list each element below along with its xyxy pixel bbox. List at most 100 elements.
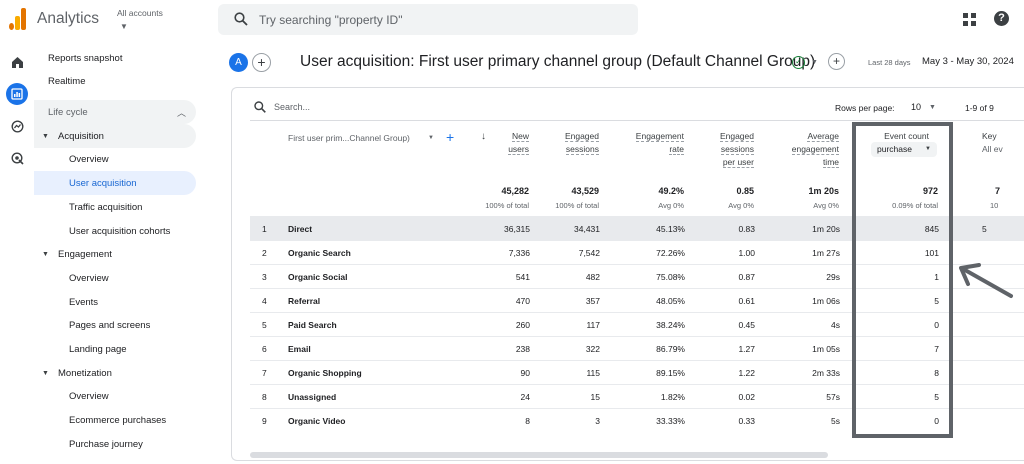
- nav-acquisition-overview[interactable]: Overview: [69, 153, 109, 165]
- nav-events[interactable]: Events: [69, 296, 99, 308]
- table-row[interactable]: 6 Email 238 322 86.79% 1.27 1m 05s 7: [250, 336, 1024, 360]
- row-index: 4: [262, 296, 267, 306]
- date-preset-label[interactable]: Last 28 days: [868, 58, 911, 67]
- home-icon[interactable]: [6, 51, 28, 73]
- event-count-highlight-box: [852, 122, 953, 438]
- col-avg-engagement-time[interactable]: Average engagement time: [791, 130, 839, 169]
- row-channel-name[interactable]: Direct: [288, 224, 313, 234]
- cell-engagement-rate: 75.08%: [656, 272, 685, 282]
- cell-engaged-sessions: 117: [586, 320, 600, 330]
- total-engaged-per-user: 0.85: [736, 186, 754, 196]
- col-label: sessions: [720, 144, 754, 155]
- cell-event-count: 101: [924, 248, 939, 258]
- table-row[interactable]: 8 Unassigned 24 15 1.82% 0.02 57s 5: [250, 384, 1024, 408]
- help-icon[interactable]: ?: [994, 11, 1009, 26]
- rows-per-page-label: Rows per page:: [835, 103, 895, 113]
- comparison-avatar[interactable]: A: [229, 53, 248, 72]
- analytics-logo-icon[interactable]: [9, 8, 27, 30]
- nav-pages-and-screens[interactable]: Pages and screens: [69, 319, 151, 331]
- horizontal-scrollbar[interactable]: [250, 452, 828, 458]
- check-circle-icon[interactable]: ✓: [792, 56, 805, 69]
- total-sub-new-users: 100% of total: [485, 201, 529, 210]
- row-channel-name[interactable]: Organic Video: [288, 416, 346, 426]
- nav-user-acquisition[interactable]: User acquisition: [34, 171, 196, 195]
- row-channel-name[interactable]: Email: [288, 344, 311, 354]
- row-channel-name[interactable]: Referral: [288, 296, 321, 306]
- nav-traffic-acquisition[interactable]: Traffic acquisition: [69, 201, 143, 213]
- table-row[interactable]: 9 Organic Video 8 3 33.33% 0.33 5s 0: [250, 408, 1024, 432]
- sort-arrow-down-icon[interactable]: ↓: [481, 131, 486, 142]
- col-engagement-rate[interactable]: Engagement rate: [635, 130, 684, 156]
- nav-landing-page[interactable]: Landing page: [69, 343, 127, 355]
- col-label: Engagement: [635, 131, 684, 142]
- cell-engagement-rate: 72.26%: [656, 248, 685, 258]
- apps-grid-icon[interactable]: [963, 13, 976, 26]
- global-search-input[interactable]: Try searching "property ID": [218, 4, 638, 35]
- advertising-icon[interactable]: [6, 147, 28, 169]
- chevron-up-icon[interactable]: ︿: [176, 107, 186, 118]
- nav-acquisition[interactable]: ▼ Acquisition: [34, 124, 196, 148]
- pointer-arrow-icon: [959, 263, 1013, 298]
- explore-icon[interactable]: [6, 115, 28, 137]
- col-label: rate: [669, 144, 684, 155]
- nav-user-acquisition-cohorts[interactable]: User acquisition cohorts: [69, 225, 171, 237]
- col-engaged-per-user[interactable]: Engaged sessions per user: [719, 130, 754, 169]
- title-caret-icon[interactable]: ▼: [811, 59, 818, 66]
- nav-realtime[interactable]: Realtime: [48, 75, 86, 87]
- col-key-events[interactable]: Key All ev: [982, 130, 1003, 156]
- nav-monetization[interactable]: ▼ Monetization: [34, 361, 196, 385]
- table-search-input[interactable]: Search...: [274, 102, 311, 112]
- cell-engagement-rate: 1.82%: [660, 392, 685, 402]
- col-label: Key: [982, 131, 997, 141]
- cell-event-count: 1: [934, 272, 939, 282]
- rows-caret-icon[interactable]: ▼: [929, 104, 936, 111]
- cell-event-count: 8: [934, 368, 939, 378]
- reports-icon[interactable]: [6, 83, 28, 105]
- nav-engagement[interactable]: ▼ Engagement: [34, 242, 196, 266]
- row-channel-name[interactable]: Organic Shopping: [288, 368, 362, 378]
- table-row[interactable]: 4 Referral 470 357 48.05% 0.61 1m 06s 5: [250, 288, 1024, 312]
- table-row[interactable]: 5 Paid Search 260 117 38.24% 0.45 4s 0: [250, 312, 1024, 336]
- date-range[interactable]: May 3 - May 30, 2024: [922, 56, 1014, 67]
- row-index: 9: [262, 416, 267, 426]
- col-event-count[interactable]: Event count: [884, 130, 929, 143]
- row-channel-name[interactable]: Paid Search: [288, 320, 337, 330]
- nav-purchase-journey[interactable]: Purchase journey: [69, 438, 143, 450]
- add-comparison-button[interactable]: +: [252, 53, 271, 72]
- add-secondary-dimension-icon[interactable]: +: [446, 129, 455, 145]
- cell-engaged-per-user: 0.33: [738, 416, 755, 426]
- table-search-icon[interactable]: [254, 101, 266, 113]
- col-new-users[interactable]: New users: [508, 130, 529, 156]
- cell-avg-time: 4s: [831, 320, 840, 330]
- dimension-header[interactable]: First user prim...Channel Group): [288, 133, 410, 143]
- divider: [250, 120, 1024, 121]
- cell-key: 5: [982, 224, 987, 234]
- col-engaged-sessions[interactable]: Engaged sessions: [564, 130, 599, 156]
- row-channel-name[interactable]: Organic Search: [288, 248, 351, 258]
- row-index: 5: [262, 320, 267, 330]
- nav-monetization-overview[interactable]: Overview: [69, 390, 109, 402]
- nav-engagement-overview[interactable]: Overview: [69, 272, 109, 284]
- rows-per-page-select[interactable]: 10: [911, 102, 922, 112]
- account-selector[interactable]: All accounts: [117, 8, 163, 18]
- cell-engaged-per-user: 0.87: [738, 272, 755, 282]
- account-caret-icon[interactable]: ▼: [120, 22, 128, 31]
- row-channel-name[interactable]: Unassigned: [288, 392, 337, 402]
- cell-avg-time: 1m 20s: [812, 224, 840, 234]
- dimension-caret-icon[interactable]: ▼: [428, 135, 434, 141]
- table-row[interactable]: 2 Organic Search 7,336 7,542 72.26% 1.00 1m 27…: [250, 240, 1024, 264]
- table-row[interactable]: 3 Organic Social 541 482 75.08% 0.87 29s 1: [250, 264, 1024, 288]
- event-filter-chip[interactable]: purchase ▼: [871, 142, 937, 157]
- table-row[interactable]: 7 Organic Shopping 90 115 89.15% 1.22 2m 33s 8: [250, 360, 1024, 384]
- nav-life-cycle[interactable]: Life cycle ︿: [34, 100, 196, 124]
- nav-reports-snapshot[interactable]: Reports snapshot: [48, 52, 123, 64]
- row-channel-name[interactable]: Organic Social: [288, 272, 348, 282]
- row-index: 3: [262, 272, 267, 282]
- add-dimension-button[interactable]: +: [828, 53, 845, 70]
- top-bar: Analytics All accounts ▼ Try searching "…: [0, 0, 1024, 40]
- nav-ecommerce-purchases[interactable]: Ecommerce purchases: [69, 414, 167, 426]
- cell-engaged-per-user: 0.61: [738, 296, 755, 306]
- table-row[interactable]: 1 Direct 36,315 34,431 45.13% 0.83 1m 20s 845 5: [250, 216, 1024, 240]
- caret-down-icon: ▼: [42, 132, 49, 140]
- cell-new-users: 238: [515, 344, 530, 354]
